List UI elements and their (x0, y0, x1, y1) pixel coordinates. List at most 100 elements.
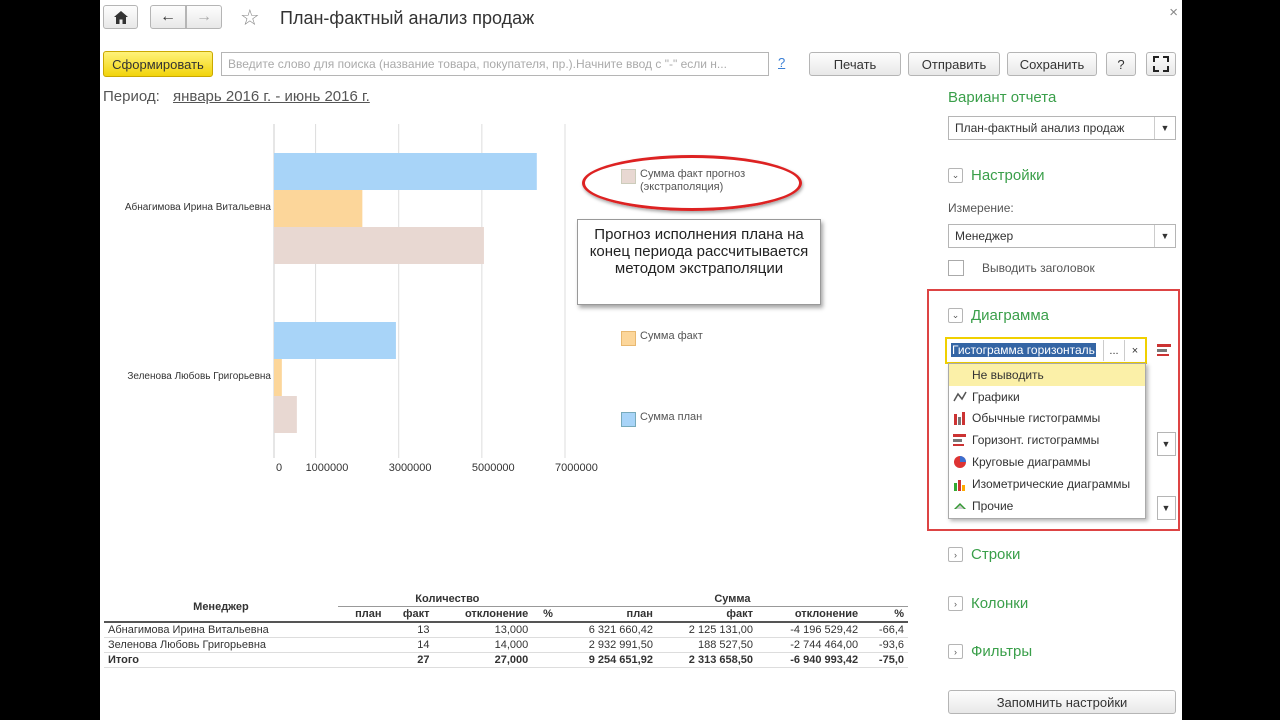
table-row: Зеленова Любовь Григорьевна 14 14,000 2 932… (104, 638, 908, 653)
col-qty-group: Количество (337, 592, 557, 607)
horizontal-bar-chart-icon[interactable] (1157, 343, 1172, 362)
section-rows[interactable]: › Строки (948, 546, 1020, 563)
arrow-right-icon: → (196, 8, 212, 25)
period-link[interactable]: январь 2016 г. - июнь 2016 г. (173, 88, 370, 105)
col-sum-group: Сумма (556, 592, 908, 607)
send-button[interactable]: Отправить (908, 52, 1000, 76)
diagram-type-value: Гистограмма горизонталь (951, 343, 1096, 357)
table-row: Абнагимова Ирина Витальевна 13 13,000 6 321… (104, 622, 908, 638)
section-diagram[interactable]: ⌄ Диаграмма (948, 307, 1049, 324)
bar-chart: Абнагимова Ирина Витальевна Зеленова Любо… (125, 124, 598, 474)
table-cell: Абнагимова Ирина Витальевна (108, 624, 269, 636)
close-icon[interactable]: × (1169, 4, 1178, 21)
table-cell (338, 653, 386, 668)
legend-swatch-plan (621, 412, 636, 427)
period-label: Период: (103, 88, 160, 105)
section-columns-label: Колонки (971, 595, 1029, 612)
home-button[interactable] (103, 5, 138, 29)
section-rows-label: Строки (971, 546, 1021, 563)
x-tick-label: 7000000 (555, 462, 598, 474)
horizontal-bar-icon (953, 434, 966, 447)
menu-item-graphs[interactable]: Графики (949, 386, 1145, 408)
col-header: факт (402, 608, 430, 620)
chevron-right-icon[interactable]: › (948, 596, 963, 611)
dimension-select[interactable]: Менеджер ▼ (948, 224, 1176, 248)
table-cell: 2 125 131,00 (688, 624, 754, 636)
total-row: Итого 27 27,000 9 254 651,92 2 313 658,50 -6 … (104, 653, 908, 668)
category-label: Зеленова Любовь Григорьевна (127, 370, 271, 382)
home-icon (113, 10, 128, 24)
table-cell: 27 (417, 654, 430, 666)
diagram-clear-button[interactable]: × (1124, 340, 1145, 361)
col-header: отклонение (794, 608, 859, 620)
menu-item-horizontal-histograms[interactable]: Горизонт. гистограммы (949, 429, 1145, 451)
legend-fact: Сумма факт (621, 330, 703, 346)
show-header-label: Выводить заголовок (982, 261, 1095, 275)
section-diagram-label: Диаграмма (971, 307, 1050, 324)
chevron-down-icon[interactable]: ⌄ (948, 308, 963, 323)
table-cell: 27,000 (494, 654, 529, 666)
col-header: % (543, 608, 553, 620)
hidden-select-2[interactable]: ▼ (1157, 496, 1176, 520)
chevron-right-icon[interactable]: › (948, 547, 963, 562)
menu-item-label: Изометрические диаграммы (972, 476, 1131, 491)
chevron-down-icon[interactable]: ▼ (1154, 225, 1175, 247)
help-button[interactable]: ? (1106, 52, 1136, 76)
print-button[interactable]: Печать (809, 52, 901, 76)
menu-item-histograms[interactable]: Обычные гистограммы (949, 408, 1145, 430)
table-cell: 14,000 (494, 639, 529, 651)
hidden-select-1[interactable]: ▼ (1157, 432, 1176, 456)
chevron-down-icon[interactable]: ▼ (1161, 503, 1171, 513)
x-tick-label: 5000000 (472, 462, 515, 474)
search-help-link[interactable]: ? (778, 55, 786, 70)
col-header: план (355, 608, 382, 620)
pie-chart-icon (954, 456, 966, 469)
col-header: отклонение (464, 608, 529, 620)
window-title: План-фактный анализ продаж (280, 8, 535, 28)
diagram-dots-button[interactable]: ... (1103, 340, 1124, 361)
table-cell: -93,6 (878, 639, 904, 651)
back-button[interactable]: ← (150, 5, 186, 29)
x-tick-label: 1000000 (306, 462, 349, 474)
section-filters[interactable]: › Фильтры (948, 643, 1032, 660)
chevron-right-icon[interactable]: › (948, 644, 963, 659)
chevron-down-icon[interactable]: ⌄ (948, 168, 963, 183)
menu-item-label: Обычные гистограммы (972, 411, 1101, 426)
show-header-row: Выводить заголовок (948, 260, 1095, 276)
table-cell: -4 196 529,42 (790, 624, 859, 636)
menu-item-pie[interactable]: Круговые диаграммы (949, 451, 1145, 473)
chevron-down-icon[interactable]: ▼ (1154, 117, 1175, 139)
isometric-chart-icon (954, 479, 965, 491)
show-header-checkbox[interactable] (948, 260, 964, 276)
table-cell (532, 622, 557, 638)
menu-item-isometric[interactable]: Изометрические диаграммы (949, 473, 1145, 495)
section-settings-label: Настройки (971, 167, 1045, 184)
bar (274, 396, 297, 433)
bar (274, 190, 363, 227)
table-cell: 188 527,50 (697, 639, 754, 651)
chevron-down-icon[interactable]: ▼ (1161, 439, 1171, 449)
section-columns[interactable]: › Колонки (948, 595, 1028, 612)
search-input[interactable]: Введите слово для поиска (название товар… (221, 52, 769, 76)
table-cell: -75,0 (878, 654, 904, 666)
section-settings[interactable]: ⌄ Настройки (948, 167, 1045, 184)
legend-label-fact: Сумма факт (640, 330, 703, 342)
bar (274, 322, 396, 359)
save-button[interactable]: Сохранить (1007, 52, 1097, 76)
menu-item-label: Прочие (972, 498, 1014, 513)
menu-item-other[interactable]: Прочие (949, 495, 1145, 517)
table-cell (338, 622, 386, 638)
legend-label-plan: Сумма план (640, 411, 703, 423)
variant-select[interactable]: План-фактный анализ продаж ▼ (948, 116, 1176, 140)
star-icon[interactable]: ☆ (240, 5, 260, 30)
bar (274, 227, 484, 264)
generate-button[interactable]: Сформировать (103, 51, 213, 77)
menu-item-none[interactable]: Не выводить (949, 364, 1145, 386)
remember-settings-button[interactable]: Запомнить настройки (948, 690, 1176, 714)
fullscreen-button[interactable] (1146, 52, 1176, 76)
forward-button[interactable]: → (186, 5, 222, 29)
arrow-left-icon: ← (160, 8, 176, 25)
blank-icon (953, 368, 967, 382)
line-chart-icon (953, 391, 967, 402)
menu-item-label: Не выводить (972, 367, 1044, 382)
